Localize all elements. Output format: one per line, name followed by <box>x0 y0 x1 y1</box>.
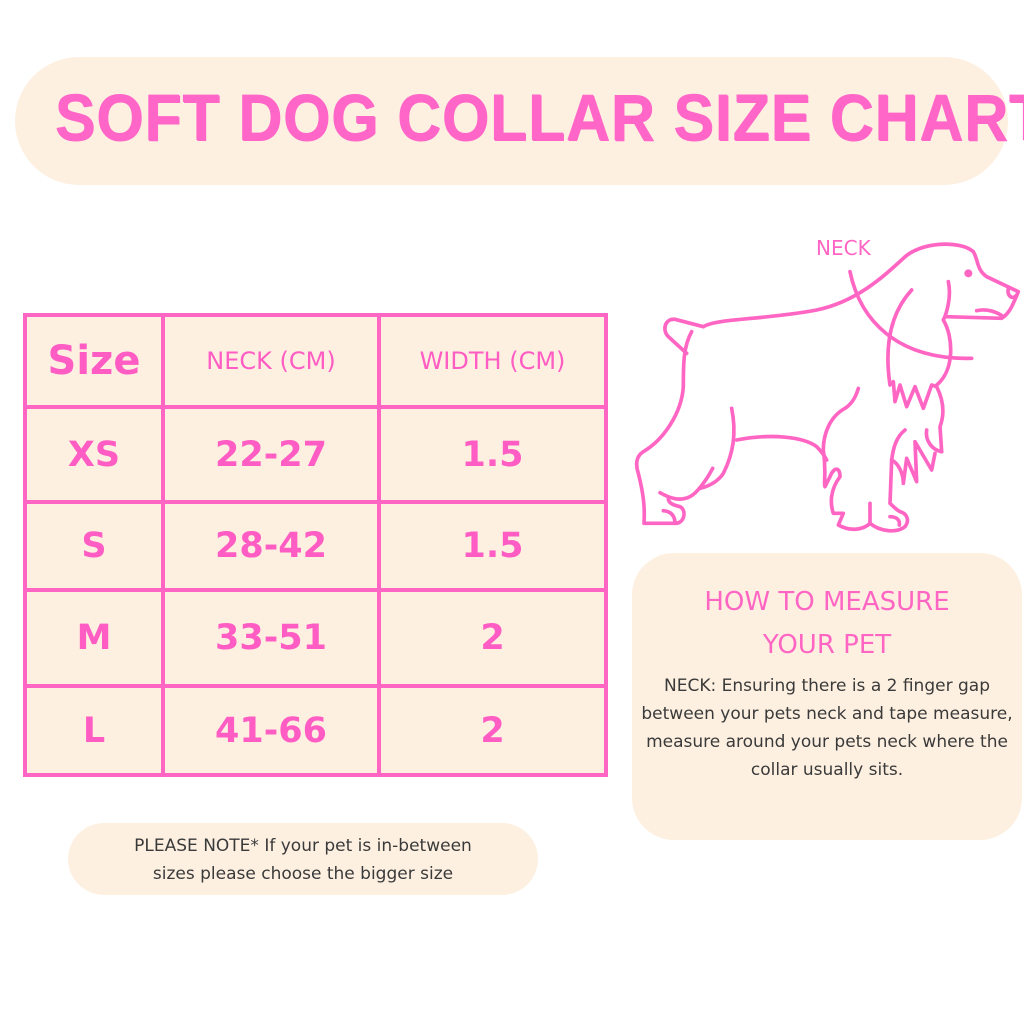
cell-neck: 28-42 <box>161 500 381 592</box>
page-title: SOFT DOG COLLAR SIZE CHART <box>54 80 1024 154</box>
cell-width: 1.5 <box>377 405 608 504</box>
measure-heading: HOW TO MEASURE YOUR PET <box>632 581 1022 667</box>
cell-size: S <box>23 500 165 592</box>
size-table: Size NECK (CM) WIDTH (CM) XS 22-27 1.5 S… <box>23 313 608 777</box>
cell-size: M <box>23 588 165 688</box>
cell-width: 2 <box>377 684 608 777</box>
how-to-measure-panel: HOW TO MEASURE YOUR PET NECK: Ensuring t… <box>632 553 1022 840</box>
note-line1: PLEASE NOTE* If your pet is in-between <box>134 836 472 856</box>
table-row: S 28-42 1.5 <box>23 500 608 592</box>
size-note-panel: PLEASE NOTE* If your pet is in-between s… <box>68 823 538 895</box>
cell-neck: 22-27 <box>161 405 381 504</box>
title-banner: SOFT DOG COLLAR SIZE CHART <box>15 57 1024 185</box>
table-row: L 41-66 2 <box>23 684 608 777</box>
dog-outline-icon <box>634 242 1021 533</box>
cell-neck: 33-51 <box>161 588 381 688</box>
cell-size: XS <box>23 405 165 504</box>
table-row: M 33-51 2 <box>23 588 608 688</box>
measure-heading-line2: YOUR PET <box>762 630 892 660</box>
note-line2: sizes please choose the bigger size <box>152 864 454 884</box>
neck-label: NECK <box>816 236 871 260</box>
header-neck: NECK (CM) <box>161 313 381 409</box>
header-size: Size <box>23 313 165 409</box>
header-width: WIDTH (CM) <box>377 313 608 409</box>
cell-width: 2 <box>377 588 608 688</box>
measure-heading-line1: HOW TO MEASURE <box>704 587 950 617</box>
cell-neck: 41-66 <box>161 684 381 777</box>
cell-width: 1.5 <box>377 500 608 592</box>
table-row: XS 22-27 1.5 <box>23 405 608 504</box>
measure-instructions: NECK: Ensuring there is a 2 finger gap b… <box>641 676 1013 780</box>
table-header-row: Size NECK (CM) WIDTH (CM) <box>23 313 608 409</box>
cell-size: L <box>23 684 165 777</box>
